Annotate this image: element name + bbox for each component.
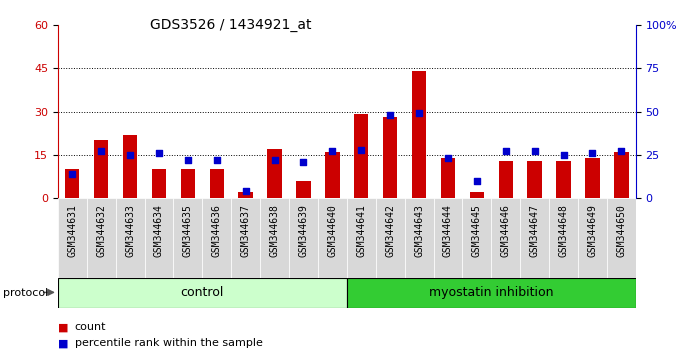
Bar <box>94 141 108 198</box>
Bar <box>520 198 549 278</box>
Bar <box>614 152 628 198</box>
Bar <box>181 169 195 198</box>
Point <box>413 110 424 116</box>
Text: percentile rank within the sample: percentile rank within the sample <box>75 338 262 348</box>
Bar <box>239 193 253 198</box>
Text: GSM344638: GSM344638 <box>269 205 279 257</box>
Text: GSM344634: GSM344634 <box>154 205 164 257</box>
Text: ■: ■ <box>58 322 68 332</box>
Text: GSM344632: GSM344632 <box>96 205 106 257</box>
Text: GSM344639: GSM344639 <box>299 205 309 257</box>
Point <box>298 159 309 165</box>
Bar <box>556 161 571 198</box>
Text: GSM344644: GSM344644 <box>443 205 453 257</box>
Bar <box>325 152 339 198</box>
Text: GSM344631: GSM344631 <box>67 205 78 257</box>
Point <box>356 147 367 153</box>
Bar <box>65 169 80 198</box>
Bar <box>470 193 484 198</box>
Bar <box>58 198 87 278</box>
Bar <box>152 169 166 198</box>
Text: control: control <box>181 286 224 299</box>
Text: count: count <box>75 322 106 332</box>
Point <box>443 155 454 161</box>
Bar <box>296 181 311 198</box>
Bar <box>585 158 600 198</box>
Point <box>67 171 78 177</box>
Point <box>558 152 569 158</box>
Bar <box>405 198 434 278</box>
Bar <box>144 198 173 278</box>
Bar <box>607 198 636 278</box>
Bar <box>87 198 116 278</box>
Bar <box>492 198 520 278</box>
Bar <box>209 169 224 198</box>
Bar <box>578 198 607 278</box>
Bar <box>203 198 231 278</box>
Point <box>327 149 338 154</box>
Point <box>182 157 193 163</box>
Text: GSM344642: GSM344642 <box>385 205 395 257</box>
Text: GSM344643: GSM344643 <box>414 205 424 257</box>
Bar <box>318 198 347 278</box>
Bar <box>260 198 289 278</box>
Text: GSM344635: GSM344635 <box>183 205 193 257</box>
Text: GSM344641: GSM344641 <box>356 205 367 257</box>
Bar <box>383 117 397 198</box>
Text: GSM344637: GSM344637 <box>241 205 251 257</box>
Bar <box>412 71 426 198</box>
Point <box>211 157 222 163</box>
Point <box>385 112 396 118</box>
Text: GSM344648: GSM344648 <box>558 205 568 257</box>
Text: ■: ■ <box>58 338 68 348</box>
Point <box>529 149 540 154</box>
Text: GDS3526 / 1434921_at: GDS3526 / 1434921_at <box>150 18 312 32</box>
Text: protocol: protocol <box>3 288 49 298</box>
Point <box>96 149 107 154</box>
Point <box>154 150 165 156</box>
Point <box>240 188 251 194</box>
Point <box>500 149 511 154</box>
Bar <box>441 158 455 198</box>
Bar <box>347 198 376 278</box>
Text: GSM344636: GSM344636 <box>211 205 222 257</box>
Bar <box>347 278 636 308</box>
Text: GSM344650: GSM344650 <box>616 205 626 257</box>
Bar <box>376 198 405 278</box>
Bar <box>354 114 369 198</box>
Text: GSM344645: GSM344645 <box>472 205 482 257</box>
Text: myostatin inhibition: myostatin inhibition <box>429 286 554 299</box>
Bar <box>116 198 144 278</box>
Bar <box>231 198 260 278</box>
Point <box>616 149 627 154</box>
Bar <box>173 198 203 278</box>
Point <box>269 157 280 163</box>
Bar <box>528 161 542 198</box>
Bar <box>58 278 347 308</box>
Text: GSM344646: GSM344646 <box>500 205 511 257</box>
Bar <box>549 198 578 278</box>
Bar <box>434 198 462 278</box>
Point <box>587 150 598 156</box>
Bar <box>498 161 513 198</box>
Text: GSM344633: GSM344633 <box>125 205 135 257</box>
Text: GSM344647: GSM344647 <box>530 205 540 257</box>
Point <box>124 152 135 158</box>
Text: GSM344640: GSM344640 <box>327 205 337 257</box>
Bar <box>267 149 282 198</box>
Bar <box>289 198 318 278</box>
Bar <box>462 198 492 278</box>
Text: GSM344649: GSM344649 <box>588 205 598 257</box>
Point <box>471 178 482 184</box>
Bar <box>123 135 137 198</box>
